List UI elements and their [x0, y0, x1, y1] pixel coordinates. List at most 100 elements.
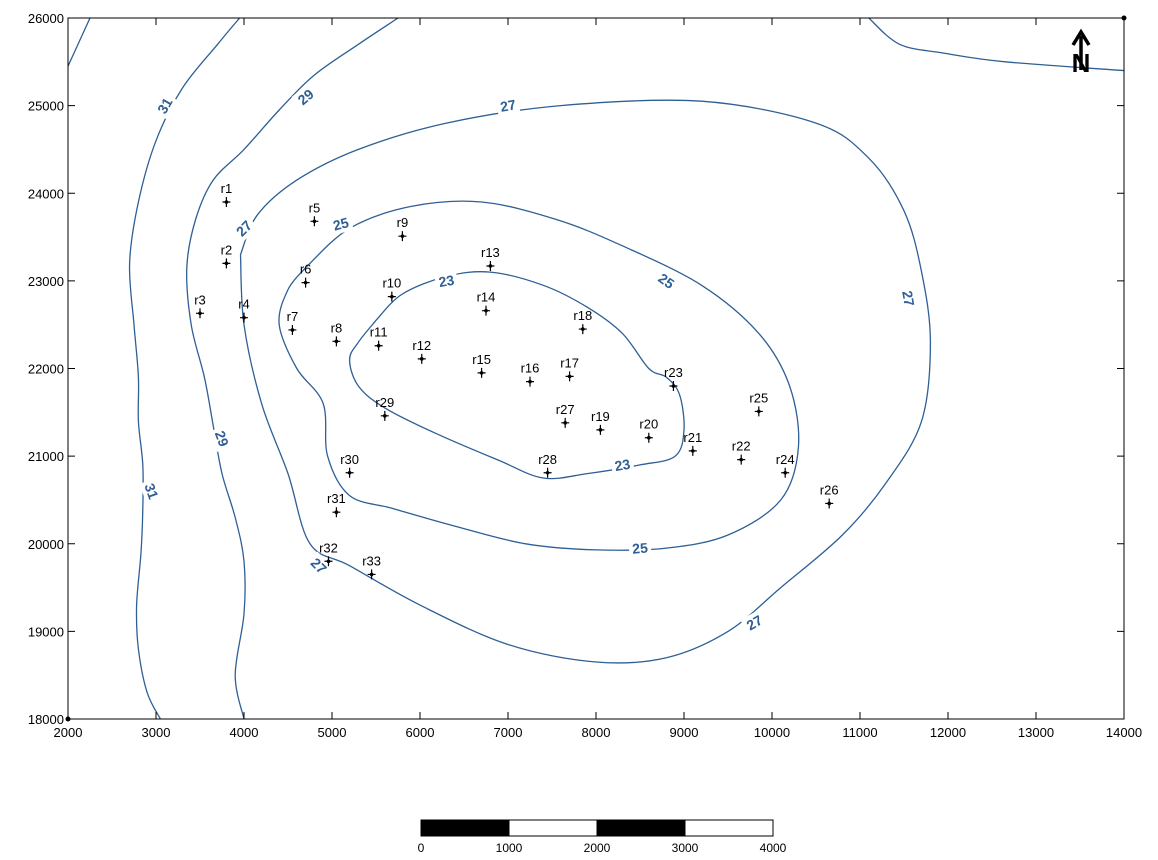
well-r14: r14 [477, 290, 496, 316]
well-point [334, 510, 339, 515]
corner-marker [1121, 15, 1127, 21]
x-tick-label: 7000 [494, 725, 523, 740]
contour-label-29: 29 [209, 425, 235, 453]
well-r26: r26 [820, 482, 839, 509]
well-point [671, 384, 676, 388]
contour-value-label: 27 [744, 612, 766, 634]
well-point [647, 435, 651, 440]
well-r25: r25 [749, 390, 768, 417]
y-tick-label: 18000 [28, 712, 64, 727]
x-tick-label: 5000 [318, 725, 347, 740]
contour-value-label: 25 [632, 539, 649, 556]
y-tick-label: 19000 [28, 624, 64, 639]
scale-tick-label: 3000 [672, 841, 699, 855]
well-label: r8 [331, 320, 343, 335]
contour-value-label: 31 [141, 481, 161, 501]
well-point [488, 264, 493, 268]
well-label: r17 [560, 355, 579, 370]
well-label: r30 [340, 452, 359, 467]
well-r7: r7 [287, 309, 298, 335]
well-r29: r29 [375, 395, 394, 421]
well-label: r14 [477, 290, 496, 305]
well-label: r28 [538, 452, 557, 467]
well-r23: r23 [664, 365, 683, 392]
well-point [224, 261, 229, 266]
contour-label-25: 25 [628, 538, 652, 559]
contour-value-label: 29 [212, 429, 232, 449]
contour-line-27 [868, 18, 1124, 72]
contour-value-label: 27 [308, 555, 330, 577]
well-label: r29 [375, 395, 394, 410]
x-tick-label: 12000 [930, 725, 966, 740]
well-r22: r22 [732, 439, 751, 465]
contour-label-27: 27 [304, 551, 333, 580]
well-r18: r18 [573, 308, 592, 335]
well-label: r3 [194, 292, 206, 307]
well-point [326, 559, 331, 564]
well-point [242, 315, 246, 320]
well-label: r9 [397, 215, 409, 230]
well-r20: r20 [639, 417, 658, 443]
well-label: r5 [309, 200, 321, 215]
contour-line-29 [186, 18, 399, 719]
contour-line-31 [128, 18, 241, 719]
north-label: N [1072, 48, 1091, 78]
well-point [303, 280, 308, 285]
contour-label-31: 31 [151, 91, 179, 120]
well-point [739, 457, 743, 462]
scale-segment-1 [420, 819, 510, 837]
scale-tick-label: 1000 [496, 841, 523, 855]
well-point [528, 379, 532, 384]
contour-value-label: 27 [233, 217, 255, 239]
well-label: r1 [221, 181, 233, 196]
contour-label-25: 25 [327, 212, 354, 236]
contour-value-label: 31 [154, 95, 176, 117]
well-label: r6 [300, 262, 312, 277]
well-markers: r1 r2 r3 r4 r5 r6 r7 r8 r9 r10 r11 r12 r13 r14 r15 r16 r… [194, 181, 839, 580]
contour-label-23: 23 [610, 454, 635, 476]
contour-value-label: 23 [613, 456, 631, 474]
well-label: r20 [639, 417, 658, 432]
scale-tick-label: 4000 [760, 841, 787, 855]
well-label: r13 [481, 245, 500, 260]
contour-value-label: 23 [437, 272, 455, 290]
x-tick-label: 6000 [406, 725, 435, 740]
well-r11: r11 [370, 325, 388, 351]
scale-segment-4 [684, 819, 774, 837]
y-tick-label: 20000 [28, 537, 64, 552]
well-point [691, 449, 695, 453]
well-label: r22 [732, 439, 751, 454]
well-r33: r33 [362, 553, 381, 580]
well-r15: r15 [472, 352, 491, 378]
well-r21: r21 [683, 430, 702, 456]
x-tick-label: 14000 [1106, 725, 1142, 740]
scale-tick-label: 2000 [584, 841, 611, 855]
well-r10: r10 [382, 276, 401, 302]
well-label: r27 [556, 402, 575, 417]
well-point [598, 428, 603, 432]
well-point [783, 470, 787, 475]
well-r12: r12 [412, 338, 431, 364]
well-label: r4 [238, 297, 250, 312]
well-r28: r28 [538, 452, 557, 478]
well-r17: r17 [560, 355, 579, 382]
well-label: r2 [221, 242, 233, 257]
x-tick-label: 2000 [54, 725, 83, 740]
scale-tick-label: 0 [418, 841, 425, 855]
well-label: r15 [472, 352, 491, 367]
well-point [419, 357, 424, 361]
well-r5: r5 [309, 200, 321, 227]
well-r3: r3 [194, 292, 206, 319]
well-r13: r13 [481, 245, 500, 271]
well-point [479, 371, 484, 375]
well-label: r25 [749, 390, 768, 405]
contour-value-label: 27 [899, 289, 917, 307]
map-frame [67, 17, 1125, 720]
contour-lines: 31 31 29 29 27 27 27 27 27 25 25 25 23 23 [68, 18, 1124, 719]
well-label: r33 [362, 553, 381, 568]
y-tick-label: 22000 [28, 362, 64, 377]
well-r27: r27 [556, 402, 575, 428]
well-point [563, 421, 567, 425]
well-r8: r8 [331, 320, 343, 347]
x-tick-label: 8000 [582, 725, 611, 740]
